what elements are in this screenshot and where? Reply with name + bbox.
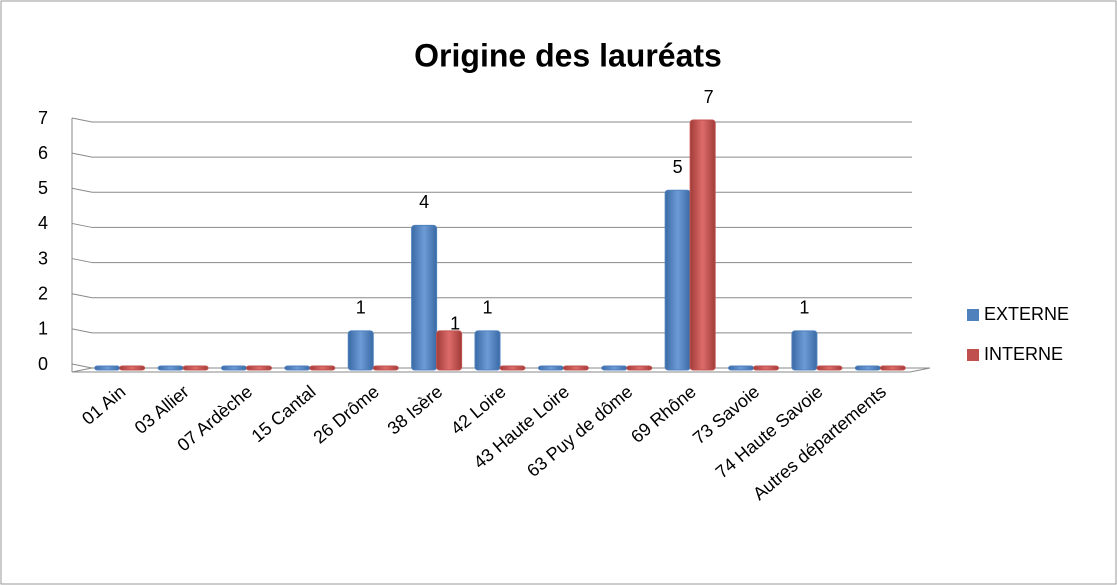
y-tick-label: 5 [38,178,48,198]
legend-swatch [967,349,979,361]
y-tick-label: 0 [38,354,48,374]
bar [309,365,336,371]
grid-depth [71,152,93,158]
bar [119,365,146,371]
legend-label: INTERNE [984,344,1063,364]
bar [854,365,881,371]
data-label: 1 [356,298,366,318]
legend-swatch [967,309,979,321]
grid-depth [71,117,93,123]
grid-depth [71,187,93,193]
bar [245,365,272,371]
grid-depth [71,222,93,228]
y-tick-label: 3 [38,248,48,268]
data-label: 5 [673,157,683,177]
grid-depth [71,328,93,334]
y-tick-label: 6 [38,143,48,163]
y-tick-label: 7 [38,108,48,128]
bar [753,365,780,371]
bar [664,189,691,371]
grid-depth [71,293,93,299]
bar [626,365,653,371]
bar [157,365,184,371]
y-tick-label: 4 [38,213,48,233]
bar [537,365,564,371]
data-label: 7 [704,87,714,107]
bar [791,330,818,371]
y-tick-label: 1 [38,319,48,339]
chart-title: Origine des lauréats [414,37,722,73]
bar [562,365,589,371]
bar [728,365,755,371]
data-label: 1 [799,298,809,318]
bar [879,365,906,371]
data-label: 1 [482,298,492,318]
bar [94,365,121,371]
bar [347,330,374,371]
bar [182,365,209,371]
grid-depth [71,363,93,369]
bar [816,365,843,371]
bar [372,365,399,371]
bar [474,330,501,371]
data-label: 1 [450,314,460,334]
data-label: 4 [419,192,429,212]
bar [284,365,311,371]
bar [499,365,526,371]
bar [436,330,463,371]
bar [220,365,247,371]
bar [411,224,438,371]
legend-label: EXTERNE [984,304,1069,324]
bar [601,365,628,371]
y-tick-label: 2 [38,283,48,303]
bar [689,119,716,371]
grid-depth [71,258,93,264]
